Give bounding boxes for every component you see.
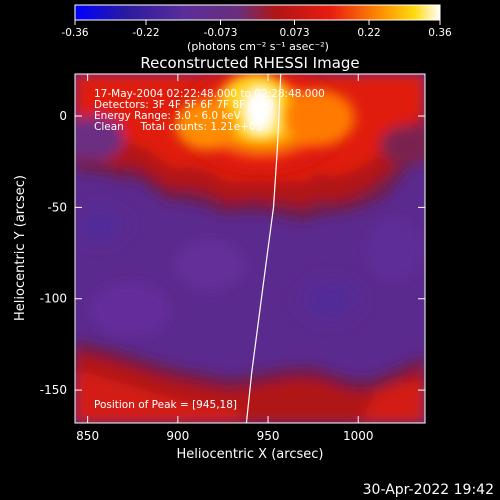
colorbar-ticks: -0.36 -0.22 -0.073 0.073 0.22 0.36 xyxy=(61,20,452,39)
y-axis: 0 -50 -100 -150 xyxy=(40,109,425,397)
colorbar xyxy=(74,4,441,21)
y-tick-label: -50 xyxy=(47,200,67,214)
x-tick-label: 950 xyxy=(257,429,280,443)
y-tick-label: 0 xyxy=(59,109,67,123)
x-axis-label: Heliocentric X (arcsec) xyxy=(177,447,324,462)
annotation-line-counts: Clean Total counts: 1.21e+05 xyxy=(94,121,262,133)
colorbar-tick-label: -0.22 xyxy=(132,27,159,39)
timestamp: 30-Apr-2022 19:42 xyxy=(363,482,494,498)
colorbar-tick-label: 0.36 xyxy=(428,27,452,39)
plot-frame xyxy=(74,73,426,424)
colorbar-unit: (photons cm⁻² s⁻¹ asec⁻²) xyxy=(187,40,329,53)
colorbar-tick-label: 0.22 xyxy=(357,27,380,39)
x-tick-label: 900 xyxy=(166,429,189,443)
colorbar-tick-label: 0.073 xyxy=(279,27,309,39)
annotation-line-time: 17-May-2004 02:22:48.000 to 02:28:48.000 xyxy=(94,88,325,100)
colorbar-tick-label: -0.073 xyxy=(204,27,238,39)
annotation-line-energy: Energy Range: 3.0 - 6.0 keV xyxy=(94,110,242,122)
x-axis: 850 900 950 1000 xyxy=(76,74,374,443)
annotation-block: 17-May-2004 02:22:48.000 to 02:28:48.000… xyxy=(94,88,325,133)
x-tick-label: 1000 xyxy=(343,429,374,443)
chart-title: Reconstructed RHESSI Image xyxy=(140,54,359,72)
solar-limb xyxy=(245,74,282,423)
y-tick-label: -100 xyxy=(40,292,67,306)
y-axis-label: Heliocentric Y (arcsec) xyxy=(13,175,28,321)
annotation-line-detectors: Detectors: 3F 4F 5F 6F 7F 8F Att 0 xyxy=(94,99,274,111)
y-tick-label: -150 xyxy=(40,383,67,397)
heatmap-image xyxy=(75,74,425,423)
peak-position-label: Position of Peak = [945,18] xyxy=(94,399,237,411)
x-tick-label: 850 xyxy=(76,429,99,443)
colorbar-tick-label: -0.36 xyxy=(61,27,88,39)
